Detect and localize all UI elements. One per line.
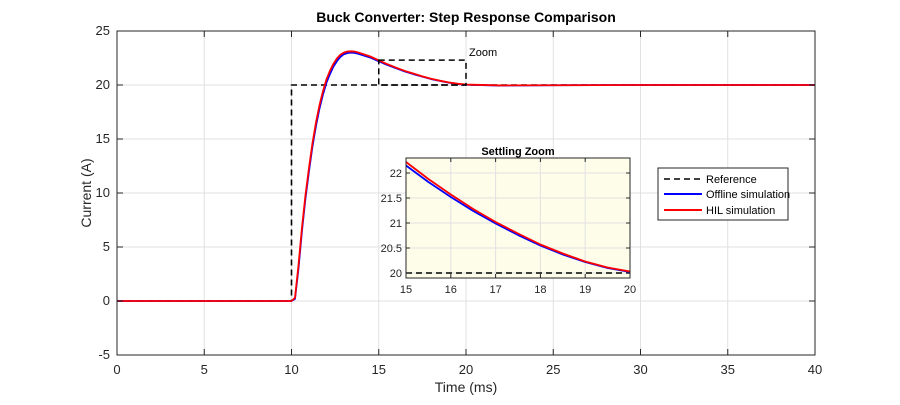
legend-label-reference: Reference <box>706 174 757 186</box>
legend-box <box>657 167 789 221</box>
zoom-box <box>378 59 467 86</box>
zoom-annotation: Zoom <box>469 47 497 59</box>
main-x-tick-label: 15 <box>372 362 386 377</box>
main-x-tick-label: 5 <box>201 362 208 377</box>
inset-x-tick-label: 19 <box>579 284 591 296</box>
main-x-tick-label: 20 <box>459 362 473 377</box>
inset-y-tick-label: 21.5 <box>381 193 402 205</box>
inset-series-hil-simulation <box>405 161 631 273</box>
legend-label-hil: HIL simulation <box>706 205 775 217</box>
main-x-tick-label: 35 <box>721 362 735 377</box>
inset-x-tick-label: 20 <box>624 284 636 296</box>
inset-y-tick-label: 22 <box>390 168 402 180</box>
inset-ticks: 15 16 17 18 19 20 20 20.5 21 21.5 22 <box>381 158 636 296</box>
main-y-tick-label: 5 <box>103 239 110 254</box>
main-y-tick-label: 25 <box>96 23 110 38</box>
inset-x-tick-label: 17 <box>489 284 501 296</box>
main-x-tick-label: 25 <box>546 362 560 377</box>
inset-y-tick-label: 21 <box>390 218 402 230</box>
inset-title: Settling Zoom <box>481 146 555 158</box>
main-series-hil-simulation <box>117 50 815 302</box>
main-x-tick-label: 0 <box>113 362 120 377</box>
inset-x-tick-label: 18 <box>534 284 546 296</box>
inset-y-tick-label: 20 <box>390 268 402 280</box>
inset-x-tick-label: 15 <box>400 284 412 296</box>
x-axis-label: Time (ms) <box>435 379 497 395</box>
main-y-tick-label: -5 <box>98 347 110 362</box>
main-series-layer <box>117 50 815 302</box>
main-y-tick-label: 15 <box>96 131 110 146</box>
inset-series-layer <box>405 161 631 274</box>
inset-x-tick-label: 16 <box>445 284 457 296</box>
main-x-tick-label: 40 <box>808 362 822 377</box>
main-x-tick-label: 10 <box>284 362 298 377</box>
inset-plot: 15 16 17 18 19 20 20 20.5 21 21.5 22 Settling Zoom <box>381 146 637 296</box>
legend: Reference Offline simulation HIL simulat… <box>657 167 790 221</box>
y-axis-label: Current (A) <box>78 158 94 227</box>
main-x-tick-label: 30 <box>633 362 647 377</box>
main-y-tick-label: 10 <box>96 185 110 200</box>
main-y-tick-label: 0 <box>103 293 110 308</box>
inset-y-tick-label: 20.5 <box>381 243 402 255</box>
inset-axes-box <box>405 157 631 279</box>
main-y-tick-label: 20 <box>96 77 110 92</box>
legend-label-offline: Offline simulation <box>706 189 790 201</box>
inset-plot-area <box>406 158 630 278</box>
chart-title: Buck Converter: Step Response Comparison <box>316 9 616 25</box>
